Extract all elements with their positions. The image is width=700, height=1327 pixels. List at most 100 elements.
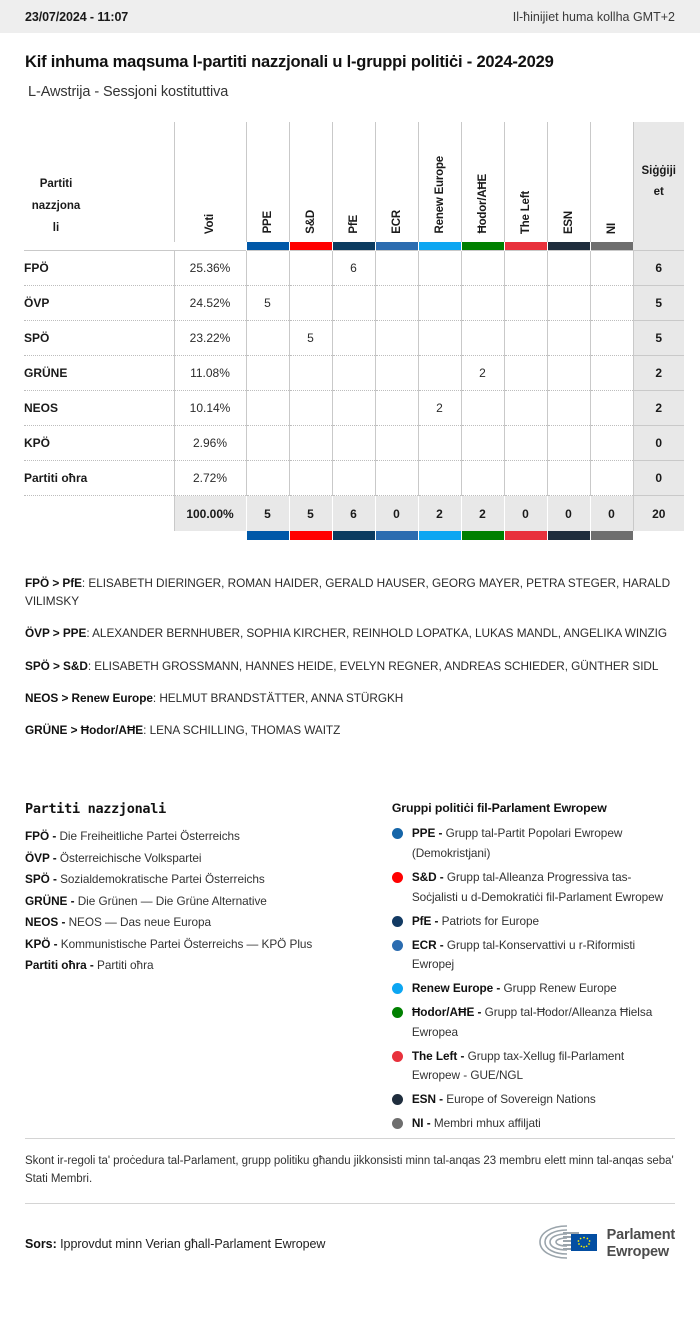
row-total-seats: 5: [632, 285, 684, 322]
band2-esn: [546, 530, 590, 540]
legend-group-text: ECR - Grupp tal-Konservattivi u r-Riform…: [412, 936, 675, 976]
legend-group-text: NI - Membri mhux affiljati: [412, 1114, 541, 1134]
legend-national-desc: Sozialdemokratische Partei Österreichs: [56, 872, 265, 887]
row-seats-s-d: [288, 460, 332, 497]
row-votes: 10.14%: [173, 390, 246, 427]
band2-seats: [633, 531, 684, 540]
legend-national-desc: Die Freiheitliche Partei Österreichs: [56, 829, 240, 844]
row-seats--odor-a-e: [460, 425, 504, 462]
row-seats-renew-europe: [417, 250, 461, 287]
mep-line-names: : ELISABETH DIERINGER, ROMAN HAIDER, GER…: [25, 575, 671, 609]
mep-line: SPÖ > S&D: ELISABETH GROSSMANN, HANNES H…: [25, 657, 675, 675]
legend-political-groups: Gruppi politiċi fil-Parlament Ewropew PP…: [391, 801, 675, 1137]
row-seats-ppe: 5: [245, 285, 289, 322]
row-seats-pfe: [331, 460, 375, 497]
legend-group-text: Ħodor/AĦE - Grupp tal-Ħodor/Alleanza Ħie…: [412, 1003, 675, 1043]
timestamp: 23/07/2024 - 11:07: [25, 9, 129, 24]
legend-group-item: Renew Europe - Grupp Renew Europe: [391, 979, 675, 999]
group-color-dot-icon: [391, 1006, 403, 1018]
seats-table-container: Partiti nazzjona li Voti PPE S&D PfE: [0, 100, 700, 540]
legend-group-abbr: Renew Europe -: [411, 981, 501, 996]
row-party-name: KPÖ: [24, 425, 174, 462]
row-seats-the-left: [503, 250, 547, 287]
col-header-renew-europe: Renew Europe: [417, 121, 461, 242]
mep-line: GRÜNE > Ħodor/AĦE: LENA SCHILLING, THOMA…: [25, 721, 675, 739]
total-votes: 100.00%: [173, 495, 246, 531]
table-head: Partiti nazzjona li Voti PPE S&D PfE: [24, 121, 684, 251]
row-total-seats: 0: [632, 460, 684, 497]
row-total-seats: 0: [632, 425, 684, 462]
row-votes: 2.96%: [173, 425, 246, 462]
row-seats-renew-europe: 2: [417, 390, 461, 427]
legend-group-desc: Europe of Sovereign Nations: [443, 1092, 596, 1107]
row-party-name: GRÜNE: [24, 355, 174, 392]
legend-national-item: Partiti oħra - Partiti oħra: [25, 955, 368, 976]
row-seats-esn: [546, 460, 590, 497]
band-ppe: [245, 241, 289, 251]
legend-groups-title: Gruppi politiċi fil-Parlament Ewropew: [391, 801, 607, 816]
legend-national-abbr: Partiti oħra -: [25, 958, 94, 973]
row-seats-renew-europe: [417, 285, 461, 322]
row-party-name: FPÖ: [24, 250, 174, 287]
col-header-party-text: Partiti nazzjona li: [31, 177, 81, 235]
mep-line: FPÖ > PfE: ELISABETH DIERINGER, ROMAN HA…: [25, 574, 675, 611]
legend-national-item: GRÜNE - Die Grünen — Die Grüne Alternati…: [25, 891, 368, 912]
band2-ecr: [374, 530, 418, 540]
legend-group-text: PPE - Grupp tal-Partit Popolari Ewropew …: [412, 824, 675, 864]
row-seats-ppe: [245, 355, 289, 392]
row-seats-ecr: [374, 460, 418, 497]
col-header-ni: NI: [589, 121, 633, 242]
legend-national-title: Partiti nazzjonali: [25, 801, 166, 818]
row-total-seats: 6: [632, 250, 684, 287]
total-ecr: 0: [374, 495, 418, 531]
row-seats-esn: [546, 250, 590, 287]
legend-group-abbr: The Left -: [411, 1048, 465, 1063]
mep-line-prefix: FPÖ > PfE: [25, 575, 82, 590]
band-hodor-ahe: [460, 241, 504, 251]
row-seats-s-d: 5: [288, 320, 332, 357]
band2-ppe: [245, 530, 289, 540]
row-seats-s-d: [288, 250, 332, 287]
col-header-the-left: The Left: [503, 121, 547, 242]
band2-the-left: [503, 530, 547, 540]
total-pfe: 6: [331, 495, 375, 531]
table-row: NEOS 10.14% 2 2: [24, 390, 684, 427]
legend-group-text: PfE - Patriots for Europe: [412, 912, 539, 932]
table-row: GRÜNE 11.08% 2 2: [24, 355, 684, 392]
legend-group-item: S&D - Grupp tal-Alleanza Progressiva tas…: [391, 868, 675, 908]
legend-group-item: Ħodor/AĦE - Grupp tal-Ħodor/Alleanza Ħie…: [391, 1003, 675, 1043]
legend-group-abbr: NI -: [411, 1116, 431, 1131]
band-ecr: [374, 241, 418, 251]
row-seats-renew-europe: [417, 425, 461, 462]
row-seats-the-left: [503, 425, 547, 462]
row-seats-renew-europe: [417, 355, 461, 392]
legend-group-desc: Grupp tal-Partit Popolari Ewropew (Demok…: [411, 826, 623, 861]
footer: Skont ir-regoli ta' proċedura tal-Parlam…: [0, 1137, 700, 1267]
row-seats-pfe: [331, 355, 375, 392]
mep-list: FPÖ > PfE: ELISABETH DIERINGER, ROMAN HA…: [0, 540, 700, 740]
legend-national-desc: Kommunistische Partei Österreichs — KPÖ …: [57, 936, 313, 951]
legend-national-item: NEOS - NEOS — Das neue Europa: [25, 912, 368, 933]
legend-national-item: ÖVP - Österreichische Volkspartei: [25, 848, 368, 869]
table-foot: [24, 530, 684, 540]
row-seats-the-left: [503, 390, 547, 427]
legend-group-desc: Membri mhux affiljati: [430, 1116, 541, 1131]
row-seats-ecr: [374, 355, 418, 392]
legend-national-abbr: SPÖ -: [25, 872, 57, 887]
parliament-hemicycle-icon: [537, 1222, 599, 1267]
source-row: Sors: Ipprovdut minn Verian għall-Parlam…: [25, 1204, 675, 1267]
row-seats-ni: [589, 250, 633, 287]
row-seats-ni: [589, 425, 633, 462]
row-seats-ecr: [374, 320, 418, 357]
row-seats--odor-a-e: [460, 320, 504, 357]
legend-national-parties: Partiti nazzjonali FPÖ - Die Freiheitlic…: [25, 801, 368, 1137]
band-the-left: [503, 241, 547, 251]
legend-group-item: ESN - Europe of Sovereign Nations: [391, 1090, 675, 1110]
row-votes: 25.36%: [173, 250, 246, 287]
row-seats--odor-a-e: [460, 285, 504, 322]
legend-groups-list: PPE - Grupp tal-Partit Popolari Ewropew …: [391, 824, 675, 1134]
col-header-ecr: ECR: [374, 121, 418, 242]
legend-national-abbr: NEOS -: [25, 915, 66, 930]
legend-national-item: KPÖ - Kommunistische Partei Österreichs …: [25, 934, 368, 955]
legend-group-abbr: ECR -: [411, 937, 444, 952]
